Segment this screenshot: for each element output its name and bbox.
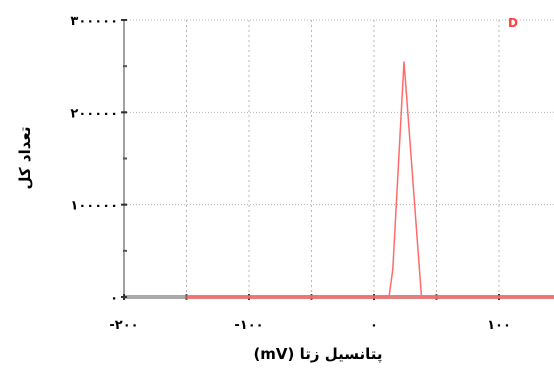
y-tick-label: ۱۰۰۰۰۰ <box>70 199 118 214</box>
x-tick-label: -۱۰۰ <box>234 318 263 333</box>
y-tick-label: ۰ <box>110 291 118 306</box>
x-axis-title: پتانسیل زتا (mV) <box>253 345 382 364</box>
y-axis-title: تعداد کل <box>16 127 34 190</box>
tick-labels: ۰ ۱۰۰۰۰۰ ۲۰۰۰۰۰ ۳۰۰۰۰۰ -۲۰۰ -۱۰۰ ۰ ۱۰۰ <box>70 14 511 333</box>
y-tick-label: ۳۰۰۰۰۰ <box>70 14 118 29</box>
x-tick-label: ۰ <box>370 318 378 333</box>
tick-marks <box>121 20 499 300</box>
legend-label: D <box>508 16 518 30</box>
x-tick-label: -۲۰۰ <box>109 318 138 333</box>
axes <box>124 20 554 297</box>
y-tick-label: ۲۰۰۰۰۰ <box>70 106 118 121</box>
grid <box>124 20 554 297</box>
x-tick-label: ۱۰۰ <box>487 318 511 333</box>
